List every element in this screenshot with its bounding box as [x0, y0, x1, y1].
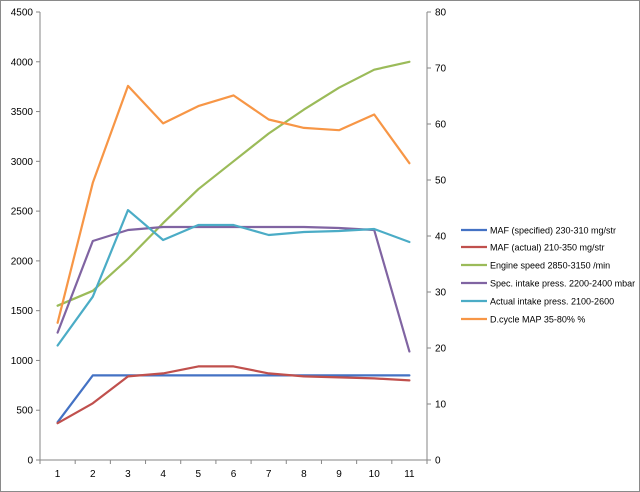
x-tick-label: 11	[404, 469, 415, 480]
series-lines	[56, 60, 411, 425]
x-tick-label: 1	[55, 469, 61, 480]
y-tick-label: 3000	[11, 157, 34, 168]
series-line-5	[56, 209, 411, 347]
y2-tick-label: 30	[435, 288, 447, 299]
series-line-1	[56, 374, 411, 424]
y2-tick-label: 10	[435, 400, 447, 411]
y-tick-label: 3500	[11, 107, 34, 118]
x-tick-label: 9	[336, 469, 342, 480]
y-tick-label: 0	[27, 456, 33, 467]
y-tick-label: 4000	[11, 57, 34, 68]
y2-tick-label: 80	[435, 8, 447, 19]
y-tick-label: 2000	[11, 256, 34, 267]
x-axis-ticks: 1 2 3 4 5 6 7 8 9 10 11	[39, 460, 428, 480]
legend-entry: Actual intake press. 2100-2600	[490, 297, 614, 307]
y2-tick-label: 40	[435, 232, 447, 243]
legend-entry: MAF (specified) 230-310 mg/str	[490, 226, 616, 236]
x-tick-label: 2	[90, 469, 96, 480]
legend-entry: D.cycle MAP 35-80% %	[490, 315, 585, 325]
axes	[39, 12, 428, 461]
legend: MAF (specified) 230-310 mg/str MAF (actua…	[461, 226, 635, 325]
legend-entry: Engine speed 2850-3150 /min	[490, 261, 610, 271]
y2-tick-label: 50	[435, 176, 447, 187]
legend-entry: Spec. intake press. 2200-2400 mbar	[490, 279, 635, 289]
y2-axis-ticks: 0 10 20 30 40 50 60 70 80	[427, 8, 447, 467]
y2-tick-label: 0	[435, 456, 441, 467]
x-tick-label: 8	[301, 469, 307, 480]
series-line-2	[56, 365, 411, 425]
x-tick-label: 10	[369, 469, 381, 480]
y-axis-ticks: 0 500 1000 1500 2000 2500 3000 3500 4000 4500	[11, 8, 40, 467]
series-line-6	[56, 84, 411, 324]
series-line-4	[56, 225, 411, 353]
y-tick-label: 4500	[11, 8, 34, 19]
legend-entry: MAF (actual) 210-350 mg/str	[490, 243, 605, 253]
y2-tick-label: 60	[435, 120, 447, 131]
x-tick-label: 7	[266, 469, 272, 480]
y2-tick-label: 20	[435, 344, 447, 355]
x-tick-label: 4	[160, 469, 166, 480]
y-tick-label: 1500	[11, 306, 34, 317]
y2-tick-label: 70	[435, 64, 447, 75]
y-tick-label: 2500	[11, 207, 34, 218]
x-tick-label: 6	[231, 469, 237, 480]
x-tick-label: 5	[196, 469, 202, 480]
y-tick-label: 1000	[11, 356, 34, 367]
x-tick-label: 3	[125, 469, 131, 480]
series-line-3	[56, 60, 411, 307]
y-tick-label: 500	[16, 406, 33, 417]
